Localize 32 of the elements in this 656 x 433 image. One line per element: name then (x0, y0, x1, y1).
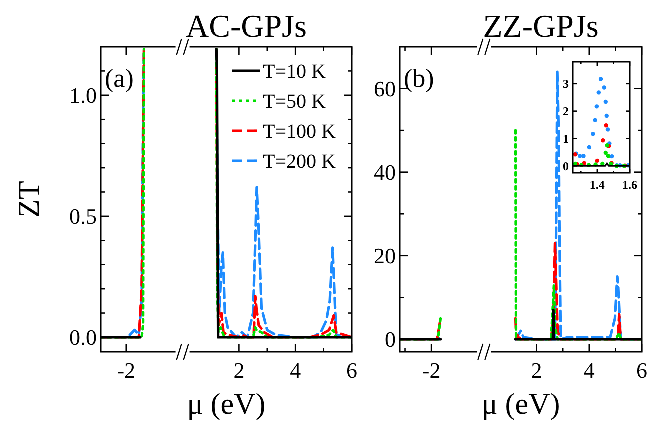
y-tick-label: 2 (563, 104, 569, 119)
y-tick-label: 1 (563, 132, 569, 146)
x-tick-label: 6 (636, 358, 648, 383)
chart-title: AC-GPJs (186, 8, 307, 44)
y-tick-label: 0.5 (70, 204, 97, 230)
x-tick-label: 1.4 (590, 178, 605, 192)
x-tick-label: 6 (346, 358, 358, 383)
x-tick-label: 1.6 (622, 178, 638, 192)
y-tick-label: 20 (374, 244, 396, 269)
x-tick-label: 4 (584, 358, 595, 383)
annotation: (b) (404, 64, 434, 93)
y-tick-label: 1.0 (70, 83, 97, 108)
y-tick-label: 0 (385, 327, 396, 352)
legend-label: T=50 K (263, 91, 326, 113)
x-tick-label: 4 (290, 358, 302, 383)
x-tick-label: 2 (531, 358, 542, 383)
x-tick-label: -2 (117, 358, 136, 383)
y-tick-label: 0 (563, 159, 569, 174)
annotation: (a) (105, 64, 134, 93)
legend-label: T=10 K (263, 61, 326, 83)
x-tick-label: -2 (422, 358, 441, 383)
y-tick-label: 0.0 (70, 325, 97, 350)
x-axis-title: μ (eV) (482, 388, 560, 421)
x-tick-label: 2 (234, 358, 245, 383)
x-axis-title: μ (eV) (187, 388, 266, 421)
chart-title: ZZ-GPJs (483, 8, 599, 44)
legend-label: T=100 K (263, 121, 336, 143)
y-tick-label: 3 (563, 77, 569, 92)
y-tick-label: 40 (374, 160, 396, 186)
y-tick-label: 60 (374, 76, 396, 102)
legend-label: T=200 K (263, 151, 336, 173)
y-axis-title: ZT (13, 181, 46, 218)
